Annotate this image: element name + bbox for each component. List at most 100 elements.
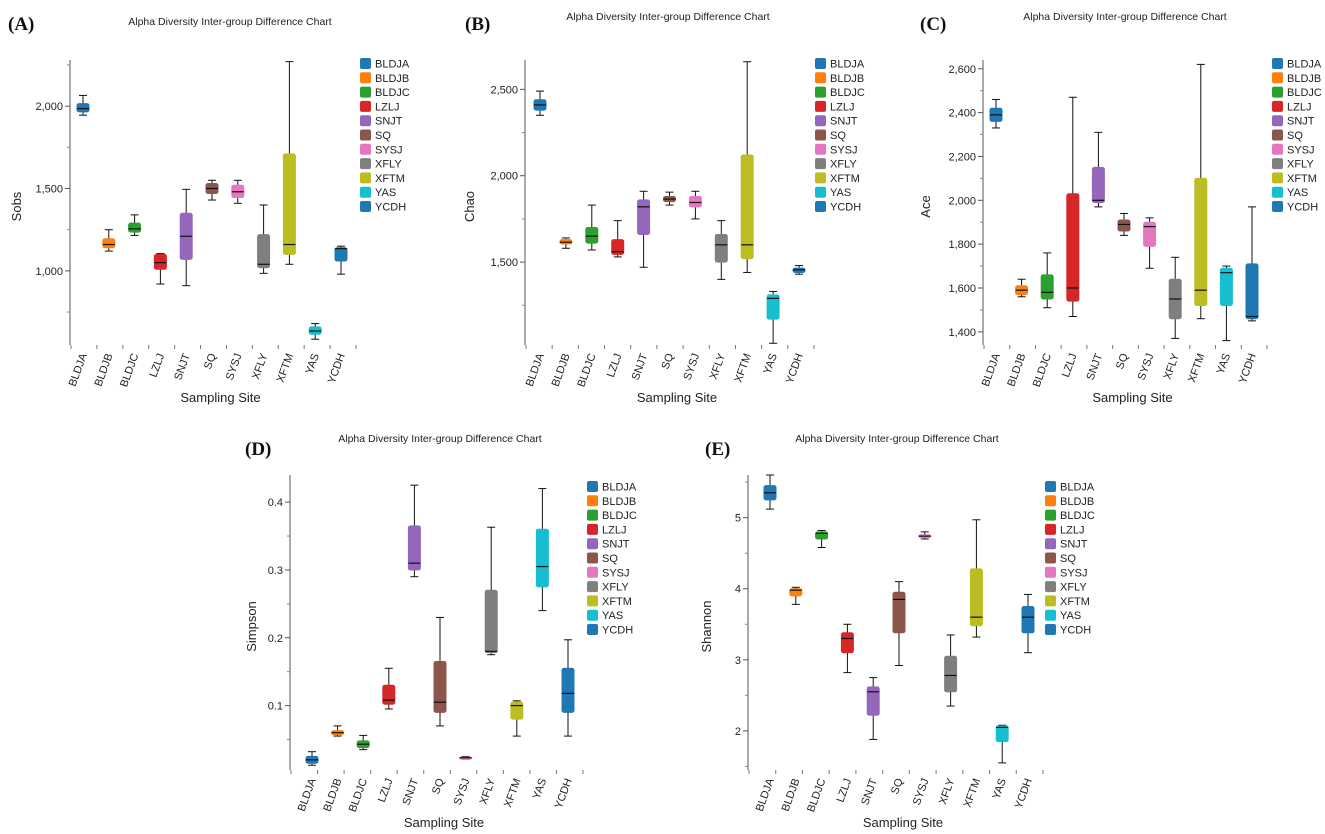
x-tick-label: YCDH <box>326 352 348 385</box>
box-body <box>561 667 575 713</box>
legend-swatch-sq <box>815 129 826 141</box>
x-tick-label: BLDJB <box>780 777 803 813</box>
y-tick-label: 0.3 <box>268 565 283 577</box>
x-tick-label: XFTM <box>502 777 524 809</box>
legend-swatch-yas <box>360 186 371 198</box>
legend-label-bldja: BLDJA <box>375 59 410 71</box>
panel-letter: (D) <box>245 439 271 460</box>
x-tick-label: BLDJA <box>296 776 319 813</box>
box-body <box>102 238 116 249</box>
chart-title: Alpha Diversity Inter-group Difference C… <box>1023 11 1227 23</box>
box-bldja <box>989 98 1003 129</box>
legend-label-bldja: BLDJA <box>830 59 865 71</box>
legend-label-yas: YAS <box>1060 610 1081 622</box>
x-tick-label: YAS <box>531 777 550 801</box>
legend-label-xftm: XFTM <box>1060 596 1090 608</box>
y-tick-label: 1,600 <box>948 283 976 295</box>
legend-swatch-xftm <box>587 595 598 607</box>
legend-label-bldjb: BLDJB <box>1287 73 1321 85</box>
box-sysj <box>231 179 245 204</box>
box-bldjc <box>815 529 829 549</box>
legend-label-bldjb: BLDJB <box>375 73 409 85</box>
y-tick-label: 2,000 <box>948 195 976 207</box>
box-bldja <box>763 474 777 510</box>
legend-label-sq: SQ <box>1287 130 1303 142</box>
x-tick-label: BLDJB <box>1005 352 1028 388</box>
box-bldjb <box>559 237 573 249</box>
legend-label-lzlj: LZLJ <box>1287 101 1311 113</box>
box-body <box>433 660 447 713</box>
box-sysj <box>688 190 702 220</box>
legend-swatch-yas <box>815 186 826 198</box>
legend-label-sysj: SYSJ <box>602 567 630 579</box>
x-tick-label: BLDJB <box>550 352 573 388</box>
legend-swatch-bldja <box>1045 481 1056 492</box>
y-tick-label: 2,200 <box>948 151 976 163</box>
panel-letter: (B) <box>465 14 490 35</box>
x-axis-label: Sampling Site <box>1092 390 1172 405</box>
x-tick-label: SQ <box>430 777 447 796</box>
box-body <box>995 725 1009 743</box>
box-body <box>282 153 296 255</box>
box-body <box>892 591 906 634</box>
legend-swatch-xfly <box>1272 158 1283 170</box>
legend-swatch-snjt <box>587 538 598 550</box>
legend-swatch-bldjb <box>587 495 598 507</box>
y-tick-label: 2,000 <box>490 171 518 183</box>
legend-label-yas: YAS <box>602 610 623 622</box>
box-body <box>969 568 983 627</box>
legend-label-bldjb: BLDJB <box>830 73 864 85</box>
box-xftm <box>969 519 983 638</box>
x-tick-label: SNJT <box>172 352 193 382</box>
box-lzlj <box>611 220 625 258</box>
box-snjt <box>866 677 880 740</box>
legend-label-snjt: SNJT <box>1060 539 1088 551</box>
x-tick-label: SYSJ <box>224 352 245 382</box>
legend-label-ycdh: YCDH <box>1060 625 1091 637</box>
x-tick-label: XFTM <box>732 352 754 384</box>
legend-swatch-lzlj <box>360 100 371 112</box>
panel-letter: (C) <box>920 14 946 35</box>
box-body <box>766 294 780 320</box>
legend-label-bldja: BLDJA <box>1287 59 1322 71</box>
legend-swatch-sq <box>1045 552 1056 564</box>
x-tick-label: LZLJ <box>148 352 168 379</box>
legend-label-snjt: SNJT <box>602 539 630 551</box>
legend-swatch-bldjc <box>1045 509 1056 521</box>
legend-label-bldjc: BLDJC <box>602 510 637 522</box>
legend-swatch-yas <box>1272 186 1283 198</box>
box-xftm <box>1194 63 1208 320</box>
y-tick-label: 4 <box>735 584 741 596</box>
box-xftm <box>510 700 524 737</box>
legend-swatch-sysj <box>360 143 371 155</box>
legend-swatch-xftm <box>815 172 826 184</box>
legend-swatch-sq <box>360 129 371 141</box>
x-tick-label: XFLY <box>250 351 271 381</box>
legend-swatch-sysj <box>1272 143 1283 155</box>
x-tick-label: SQ <box>660 352 677 371</box>
legend-label-sysj: SYSJ <box>375 144 403 156</box>
legend-label-bldjc: BLDJC <box>1060 510 1095 522</box>
legend-label-bldja: BLDJA <box>1060 482 1095 494</box>
legend-swatch-lzlj <box>1272 100 1283 112</box>
legend-swatch-bldjb <box>1045 495 1056 507</box>
legend-swatch-bldja <box>1272 58 1283 69</box>
x-tick-label: LZLJ <box>376 777 396 804</box>
x-tick-label: BLDJA <box>67 351 90 388</box>
legend-swatch-yas <box>1045 609 1056 621</box>
chart-panel-c: (C) Alpha Diversity Inter-group Differenc… <box>918 11 1322 405</box>
x-tick-label: YAS <box>303 352 322 376</box>
box-yas <box>308 323 322 340</box>
box-yas <box>535 488 549 612</box>
legend-swatch-xfly <box>1045 581 1056 593</box>
box-bldjb <box>331 725 345 737</box>
y-tick-label: 1,400 <box>948 327 976 339</box>
box-lzlj <box>1066 96 1080 317</box>
legend-swatch-yas <box>587 609 598 621</box>
legend-swatch-sq <box>587 552 598 564</box>
box-body <box>407 525 421 571</box>
legend-label-yas: YAS <box>830 187 851 199</box>
legend-label-snjt: SNJT <box>1287 116 1315 128</box>
box-body <box>866 686 880 716</box>
box-sysj <box>459 755 473 760</box>
